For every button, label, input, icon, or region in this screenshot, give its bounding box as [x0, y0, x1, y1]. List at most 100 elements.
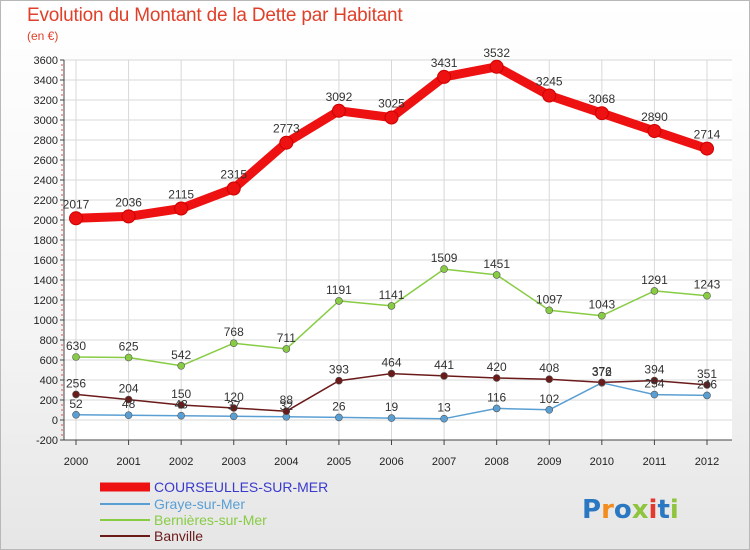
- logo-letter: o: [614, 495, 632, 525]
- axes-layer: -200 0 200 400 600 800 1000 1200 1400 1600 1800 200…: [34, 55, 732, 468]
- data-label: 394: [644, 363, 664, 377]
- proxiti-logo: Proxiti: [582, 495, 679, 525]
- data-label: 116: [487, 390, 506, 404]
- data-point: [598, 378, 606, 387]
- data-label: 542: [171, 348, 191, 362]
- data-label: 48: [122, 397, 136, 411]
- y-minor-tick: [61, 354, 63, 356]
- data-label: 102: [539, 392, 559, 406]
- x-tick-label: 2012: [695, 456, 719, 468]
- data-label: 2115: [168, 188, 194, 202]
- y-minor-tick: [61, 369, 63, 371]
- data-label: 408: [539, 361, 559, 375]
- logo-letter: i: [670, 495, 679, 525]
- data-point: [650, 287, 659, 295]
- data-label: 2773: [273, 122, 300, 136]
- data-label: 1291: [641, 273, 668, 287]
- y-tick-label: -200: [36, 435, 58, 447]
- y-minor-tick: [61, 414, 63, 416]
- y-minor-tick: [61, 204, 63, 206]
- y-tick-label: 2600: [34, 155, 58, 167]
- y-minor-tick: [61, 64, 63, 66]
- data-point: [335, 413, 343, 422]
- data-label: 1243: [694, 278, 721, 292]
- y-minor-tick: [61, 129, 63, 131]
- y-minor-tick: [61, 394, 63, 396]
- data-label: 52: [69, 397, 83, 411]
- y-minor-tick: [61, 429, 63, 431]
- data-point: [492, 404, 501, 413]
- data-point: [331, 103, 346, 118]
- y-minor-tick: [61, 124, 63, 126]
- data-label: 768: [224, 325, 244, 339]
- y-minor-tick: [61, 389, 63, 391]
- data-label: 711: [277, 331, 296, 345]
- data-label: 88: [280, 393, 294, 407]
- data-label: 3431: [431, 56, 458, 70]
- data-label: 3532: [483, 46, 510, 60]
- y-tick-label: 1800: [34, 235, 58, 247]
- y-minor-tick: [61, 94, 63, 96]
- data-label: 1097: [536, 292, 563, 306]
- data-label: 19: [385, 400, 399, 414]
- data-point: [703, 291, 711, 300]
- data-label: 2714: [694, 128, 721, 142]
- data-label: 1509: [431, 251, 458, 265]
- y-minor-tick: [61, 169, 63, 171]
- data-label: 13: [437, 401, 451, 415]
- x-tick-label: 2001: [116, 456, 140, 468]
- y-tick-label: 1000: [34, 315, 58, 327]
- y-tick-label: 2400: [34, 175, 58, 187]
- legend-label: COURSEULLES-SUR-MER: [154, 479, 328, 495]
- y-minor-tick: [61, 404, 63, 406]
- data-point: [437, 69, 452, 84]
- data-label: 2890: [641, 110, 668, 124]
- y-tick-label: 400: [40, 375, 58, 387]
- y-tick-label: 1600: [34, 255, 58, 267]
- y-minor-tick: [61, 214, 63, 216]
- y-minor-tick: [61, 69, 63, 71]
- data-label: 2315: [220, 168, 247, 182]
- y-tick-label: 2000: [34, 215, 58, 227]
- data-label: 393: [329, 363, 349, 377]
- data-label: 441: [434, 358, 454, 372]
- x-tick-label: 2009: [537, 456, 561, 468]
- data-point: [703, 381, 711, 389]
- data-point: [440, 414, 448, 423]
- data-label: 1043: [588, 298, 615, 312]
- data-point: [594, 106, 609, 121]
- legend-label: Bernières-sur-Mer: [154, 512, 267, 528]
- x-tick-label: 2004: [274, 456, 298, 468]
- y-tick-label: 800: [40, 335, 58, 347]
- y-tick-label: 0: [52, 415, 58, 427]
- y-minor-tick: [61, 249, 63, 251]
- x-tick-label: 2005: [327, 456, 351, 468]
- x-tick-label: 2003: [222, 456, 246, 468]
- data-label: 32: [280, 399, 294, 413]
- chart-subtitle: (en €): [27, 29, 59, 43]
- y-tick-label: 3400: [34, 75, 58, 87]
- data-point: [650, 390, 659, 399]
- data-point: [387, 302, 396, 310]
- y-minor-tick: [61, 274, 63, 276]
- data-point: [124, 411, 133, 420]
- y-minor-tick: [61, 84, 63, 86]
- y-minor-tick: [61, 314, 63, 316]
- legend-label: Graye-sur-Mer: [154, 496, 245, 512]
- data-point: [650, 376, 659, 385]
- y-minor-tick: [61, 364, 63, 366]
- y-minor-tick: [61, 174, 63, 176]
- y-minor-tick: [61, 264, 63, 266]
- y-minor-tick: [61, 109, 63, 111]
- data-point: [335, 376, 343, 385]
- y-tick-label: 3000: [34, 115, 58, 127]
- data-label: 254: [644, 377, 664, 391]
- y-minor-tick: [61, 194, 63, 196]
- x-tick-label: 2010: [590, 456, 614, 468]
- y-minor-tick: [61, 324, 63, 326]
- y-minor-tick: [61, 344, 63, 346]
- data-label: 464: [381, 356, 401, 370]
- data-label: 3068: [588, 92, 615, 106]
- logo-letter: t: [657, 495, 669, 525]
